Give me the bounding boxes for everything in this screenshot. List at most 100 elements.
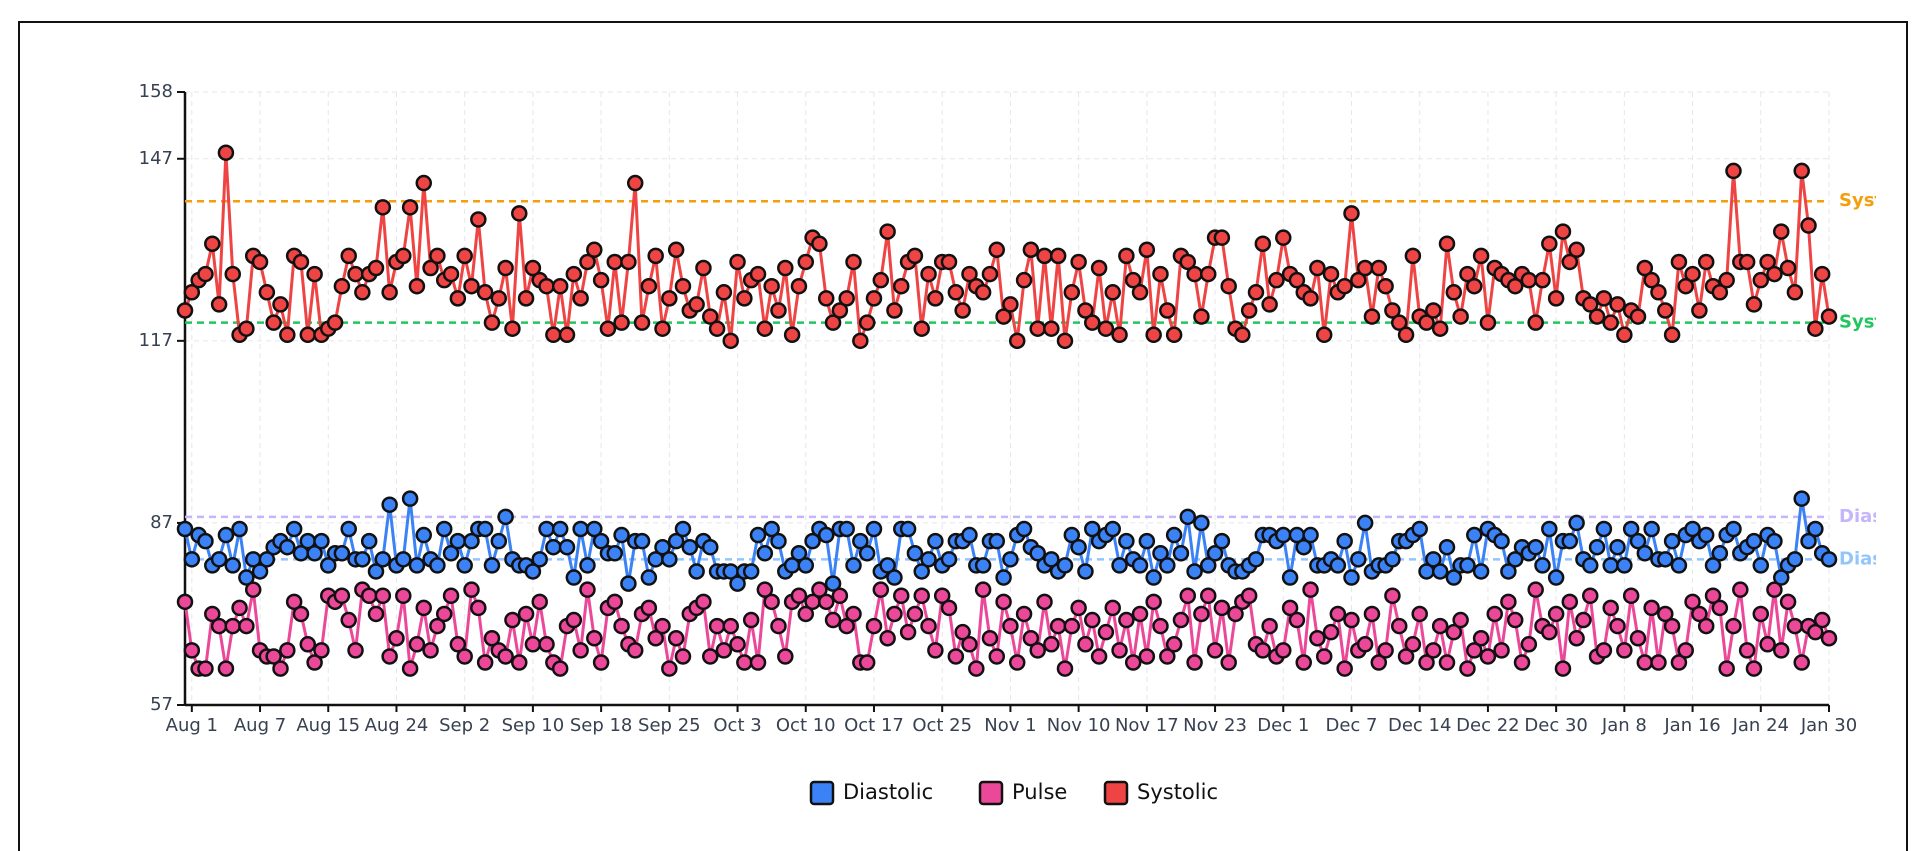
data-point [360,587,378,605]
data-point [777,259,794,277]
x-tick-label: Oct 10 [776,715,836,736]
data-point [1793,490,1810,507]
data-point [1466,642,1483,659]
data-point [1145,326,1162,344]
data-point [1165,636,1183,653]
data-point [476,520,494,538]
data-point [756,545,774,562]
data-point [551,660,569,677]
data-point [770,302,787,319]
data-point [1179,587,1197,605]
data-point [1609,538,1626,556]
x-tick-label: Sep 18 [570,715,633,736]
data-point [422,642,439,659]
data-point [763,520,780,538]
data-point [1581,557,1599,574]
data-point [831,587,849,605]
data-point [1111,557,1128,574]
data-point [1466,277,1483,295]
data-point [988,241,1006,259]
x-tick-label: Aug 1 [166,715,218,736]
data-point [1500,563,1517,580]
data-point [401,660,419,677]
data-point [879,557,896,574]
data-point [1199,587,1217,605]
data-point [1616,557,1633,574]
data-point [920,265,937,283]
data-point [1711,599,1729,617]
data-point [1104,284,1121,301]
data-point [1547,605,1565,623]
data-point [1472,629,1490,647]
data-point [442,265,460,283]
data-point [1527,581,1544,598]
data-point [1657,605,1674,623]
data-point [1459,660,1476,677]
data-point [395,587,412,605]
data-point [279,642,296,659]
data-point [545,538,562,556]
data-point [947,648,965,665]
data-point [429,617,446,635]
data-point [1227,605,1244,623]
data-point [1561,532,1579,550]
data-point [1452,611,1469,629]
x-tick-label: Jan 16 [1663,715,1720,736]
data-point [1377,277,1394,295]
data-point [1036,593,1053,611]
data-point [531,551,548,568]
data-point [497,508,514,526]
data-point [456,557,473,574]
data-point [483,557,501,574]
data-point [824,575,842,592]
data-point [729,253,746,271]
data-point [1527,538,1544,556]
data-point [654,320,671,337]
data-point [1581,296,1599,313]
data-point [265,314,282,331]
data-point [340,247,357,265]
data-point [783,326,801,344]
data-point [1588,538,1606,556]
data-point [695,593,712,611]
data-point [442,545,460,562]
data-point [1206,545,1224,562]
data-point [354,284,371,301]
reference-label: Dias [1839,506,1883,527]
legend-swatch [978,780,1004,806]
data-point [1063,284,1081,301]
data-point [1506,611,1524,629]
data-point [1677,277,1694,295]
data-point [913,587,930,605]
data-point [470,599,487,617]
data-point [572,290,589,307]
data-point [415,526,433,544]
data-point [1295,654,1312,671]
chart: 57 87 117 147 158 Aug 1 Aug 7 Aug 15 Aug 24 Sep 2… [139,81,1883,806]
x-tick-label: Aug 15 [296,715,360,736]
data-point [995,569,1012,586]
data-point [183,642,201,659]
data-point [817,526,835,544]
x-tick-label: Sep 25 [638,715,701,736]
data-point [1725,617,1742,635]
data-point [1445,569,1463,586]
data-point [1384,587,1401,605]
data-point [1541,235,1558,252]
data-point [1677,642,1694,659]
card-frame [18,21,1908,851]
data-point [1029,642,1046,659]
data-point [913,320,930,337]
data-point [899,623,917,641]
data-point [1438,538,1456,556]
data-point [1104,599,1121,617]
data-point [940,551,958,568]
data-point [1384,551,1401,568]
data-point [626,642,644,659]
data-point [817,593,835,611]
data-point [251,563,269,580]
data-point [654,538,671,556]
data-point [647,247,664,265]
data-point [845,605,862,623]
data-point [1384,302,1401,319]
